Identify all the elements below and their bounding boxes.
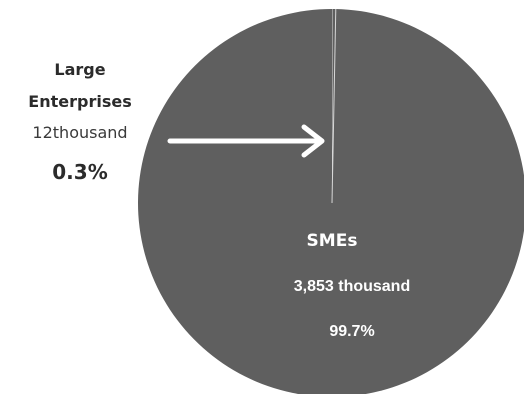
- slice-divider: [331, 9, 337, 204]
- sme-label-value: 3,853 thousand: [294, 278, 410, 295]
- large-enterprises-label-line1: Large: [54, 60, 106, 79]
- sme-label-percent: 99.7%: [329, 323, 374, 340]
- large-enterprises-label-line2: Enterprises: [28, 92, 132, 111]
- large-enterprises-value-label: 12thousand: [32, 123, 128, 142]
- pie-slice-smes: [138, 9, 524, 394]
- annotation-arrow: [167, 124, 325, 158]
- large-enterprises-percent-label: 0.3%: [52, 160, 108, 184]
- sme-label-name: SMEs: [307, 231, 358, 251]
